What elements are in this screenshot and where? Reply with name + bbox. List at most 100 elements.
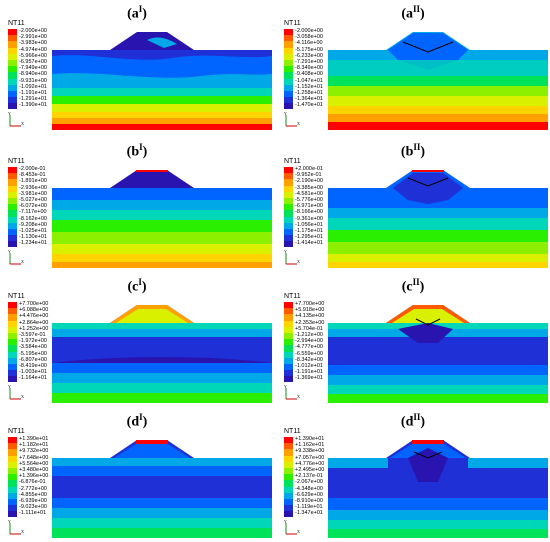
axis-triad-icon: YX bbox=[284, 520, 300, 535]
legend-value: -9.361e+00 bbox=[295, 215, 323, 222]
axis-triad-icon: YX bbox=[284, 250, 300, 265]
legend-value: +5.564e+00 bbox=[19, 460, 49, 467]
contour-plot bbox=[52, 440, 272, 538]
legend-entry: -8.162e+00 bbox=[8, 215, 52, 223]
legend-swatch bbox=[284, 47, 293, 54]
legend-swatch bbox=[8, 326, 17, 333]
legend-swatch bbox=[284, 351, 293, 358]
contour-plot bbox=[328, 305, 548, 403]
legend-entry: -1.369e+01 bbox=[284, 375, 328, 383]
legend-entry: -2.000e-01 bbox=[8, 166, 52, 174]
svg-text:Y: Y bbox=[8, 112, 11, 116]
legend-value: -7.949e+00 bbox=[19, 65, 47, 72]
legend-value: -8.419e+00 bbox=[19, 362, 47, 369]
legend-swatch bbox=[8, 302, 17, 309]
legend-entry: +2.864e+00 bbox=[8, 320, 52, 327]
legend-entry: +9.732e+00 bbox=[8, 448, 52, 456]
legend-swatch bbox=[284, 455, 293, 462]
axis-triad-icon: YX bbox=[8, 112, 24, 127]
legend-swatch bbox=[8, 59, 17, 67]
legend-entry: -1.047e+01 bbox=[284, 78, 328, 85]
legend-entry: -8.453e-01 bbox=[8, 172, 52, 180]
legend-entry: +9.338e+00 bbox=[284, 448, 328, 456]
legend-value: -5.175e+00 bbox=[295, 46, 323, 53]
legend-swatch bbox=[284, 370, 293, 377]
legend-entry: -2.190e+00 bbox=[284, 178, 328, 186]
legend-swatch bbox=[284, 437, 293, 444]
variable-label: NT11 bbox=[284, 158, 301, 165]
legend-entry: -2.067e+00 bbox=[284, 479, 328, 487]
legend-entry: +5.704e-01 bbox=[284, 326, 328, 333]
legend-swatch bbox=[284, 72, 293, 79]
legend-value: -1.164e+01 bbox=[19, 375, 47, 382]
legend-entry: -1.056e+01 bbox=[284, 222, 328, 229]
legend-swatch bbox=[284, 363, 293, 371]
legend-entry: +4.776e+00 bbox=[284, 460, 328, 468]
legend-entry: -5.175e+00 bbox=[284, 46, 328, 54]
legend-value: -7.117e+00 bbox=[19, 209, 47, 216]
legend-entry: +1.252e+00 bbox=[8, 326, 52, 333]
legend-swatch bbox=[8, 90, 17, 98]
legend-entry: -2.000e+00 bbox=[284, 28, 328, 36]
legend-value: -1.470e+01 bbox=[295, 102, 323, 109]
legend-swatch bbox=[8, 308, 17, 315]
legend-entry: -1.295e+01 bbox=[284, 234, 328, 242]
legend-value: -4.581e+00 bbox=[295, 190, 323, 197]
svg-text:X: X bbox=[21, 529, 24, 534]
legend-swatch bbox=[284, 173, 293, 180]
legend-value: +7.057e+00 bbox=[295, 454, 325, 461]
legend-entry: -8.419e+00 bbox=[8, 362, 52, 371]
legend-swatch bbox=[284, 326, 293, 333]
legend-swatch bbox=[284, 216, 293, 223]
legend-swatch bbox=[8, 103, 17, 110]
legend-swatch bbox=[284, 320, 293, 327]
legend-value: +1.396e+00 bbox=[19, 473, 49, 480]
legend-entry: -6.939e+00 bbox=[8, 498, 52, 506]
legend-value: -6.807e+00 bbox=[19, 356, 47, 363]
legend-value: -1.972e+00 bbox=[19, 338, 47, 345]
legend-value: -1.891e+00 bbox=[19, 178, 47, 185]
legend-swatch bbox=[8, 29, 17, 36]
legend-value: -1.364e+01 bbox=[295, 96, 323, 103]
legend-swatch bbox=[284, 97, 293, 104]
legend-swatch bbox=[284, 467, 293, 475]
legend-entry: -6.559e+00 bbox=[284, 351, 328, 358]
legend-swatch bbox=[8, 173, 17, 180]
legend-value: -8.349e+00 bbox=[295, 65, 323, 72]
legend-value: -1.369e+01 bbox=[295, 375, 323, 382]
legend-entry: -1.191e+01 bbox=[8, 90, 52, 98]
legend-swatch bbox=[8, 332, 17, 340]
legend-entry: -4.777e+00 bbox=[284, 344, 328, 352]
legend-entry: -3.584e+00 bbox=[8, 344, 52, 352]
legend-swatch bbox=[284, 357, 293, 364]
axis-triad-icon: YX bbox=[8, 385, 24, 400]
legend-value: +4.776e+00 bbox=[295, 460, 325, 467]
legend-entry: -1.212e+00 bbox=[284, 332, 328, 340]
panel-label: (cII) bbox=[401, 277, 425, 295]
legend-swatch bbox=[8, 474, 17, 481]
legend-swatch bbox=[8, 511, 17, 518]
legend-swatch bbox=[8, 443, 17, 450]
legend-value: -1.130e+01 bbox=[19, 234, 47, 241]
svg-text:Y: Y bbox=[8, 250, 11, 254]
legend-value: -2.000e-01 bbox=[19, 166, 46, 172]
legend-value: -2.067e+00 bbox=[295, 479, 323, 486]
panel-cI: (cI) NT11 +7.700e+00 +6.088e+00 +4.476e+00… bbox=[2, 275, 272, 405]
legend-swatch bbox=[8, 320, 17, 327]
legend-value: -6.629e+00 bbox=[295, 491, 323, 498]
legend-value: -8.162e+00 bbox=[19, 215, 47, 222]
svg-text:X: X bbox=[297, 529, 300, 534]
legend-value: -9.952e-01 bbox=[295, 172, 322, 179]
legend-swatch bbox=[284, 103, 293, 110]
legend-swatch bbox=[284, 235, 293, 242]
legend-entry: -1.152e+01 bbox=[284, 84, 328, 91]
legend-entry: -4.581e+00 bbox=[284, 190, 328, 198]
legend-value: -9.208e+00 bbox=[19, 221, 47, 228]
legend-entry: -1.891e+00 bbox=[8, 178, 52, 186]
legend-entry: -3.058e+00 bbox=[284, 34, 328, 42]
legend-swatch bbox=[284, 222, 293, 229]
legend-value: -8.166e+00 bbox=[295, 209, 323, 216]
legend-swatch bbox=[8, 486, 17, 493]
legend-value: +5.918e+00 bbox=[295, 307, 325, 314]
legend-value: +7.700e+00 bbox=[295, 301, 325, 307]
